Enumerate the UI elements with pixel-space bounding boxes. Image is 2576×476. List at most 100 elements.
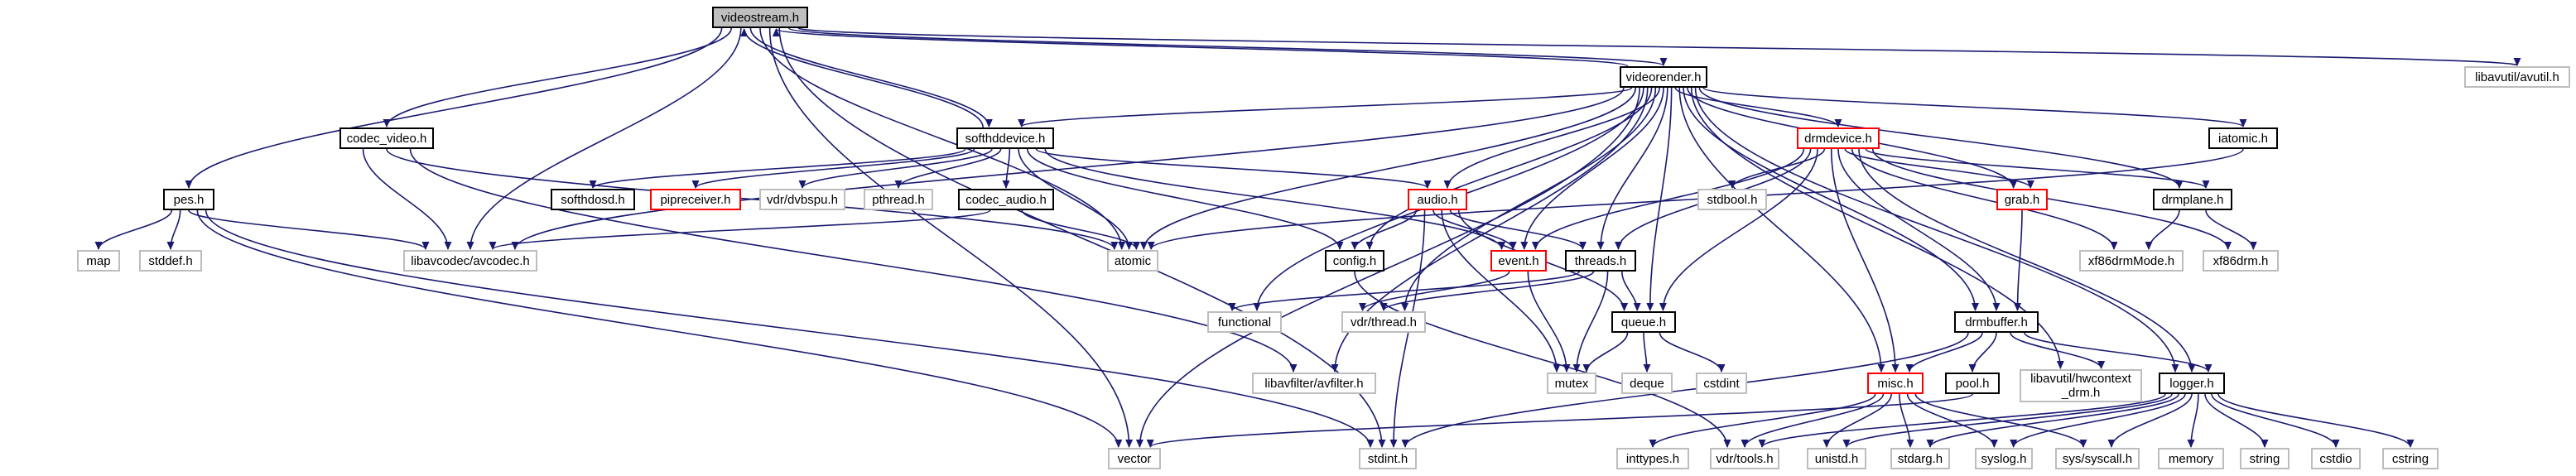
edge-drmdevice-to-drmplane — [1865, 148, 2210, 189]
graph-node-videorender[interactable]: videorender.h — [1620, 66, 1707, 88]
graph-node-queue[interactable]: queue.h — [1611, 311, 1676, 333]
graph-node-pes[interactable]: pes.h — [163, 189, 214, 210]
edge-logger-to-cstdio — [2211, 393, 2340, 448]
graph-node-xf86drmMode[interactable]: xf86drmMode.h — [2079, 250, 2184, 272]
graph-node-vdrthread[interactable]: vdr/thread.h — [1341, 311, 1426, 333]
edge-drmdevice-to-queue — [1659, 148, 1818, 311]
graph-node-stddef[interactable]: stddef.h — [139, 250, 202, 272]
graph-node-softhdosd[interactable]: softhdosd.h — [551, 189, 635, 210]
graph-node-iatomic[interactable]: iatomic.h — [2208, 127, 2278, 149]
edge-codec_audio-to-atomic — [1021, 209, 1140, 250]
graph-node-pool[interactable]: pool.h — [1945, 373, 2000, 394]
edge-videorender-to-drmplane — [1698, 87, 2184, 189]
graph-node-string[interactable]: string — [2240, 448, 2290, 469]
graph-node-drmplane[interactable]: drmplane.h — [2153, 189, 2232, 210]
edge-pes-to-vector — [196, 209, 1123, 448]
graph-node-deque[interactable]: deque — [1621, 373, 1673, 394]
graph-node-config[interactable]: config.h — [1325, 250, 1384, 272]
graph-node-cstdint[interactable]: cstdint — [1696, 373, 1747, 394]
graph-node-functional[interactable]: functional — [1207, 311, 1282, 333]
edge-softhddevice-to-dvbspu — [798, 148, 993, 189]
edge-videorender-to-audio — [1443, 87, 1660, 189]
edge-misc-to-unistd — [1822, 393, 1892, 448]
edge-codec_video-to-libavfilter — [409, 148, 1298, 373]
graph-node-atomic[interactable]: atomic — [1107, 250, 1158, 272]
edge-softhddevice-to-softhdosd — [589, 148, 966, 189]
edge-audio-to-mutex — [1441, 209, 1561, 373]
graph-node-vdrtools[interactable]: vdr/tools.h — [1710, 448, 1779, 469]
edge-softhddevice-to-pthread — [894, 148, 1002, 189]
graph-node-syslog[interactable]: syslog.h — [1975, 448, 2033, 469]
edge-videorender-to-videostream — [773, 28, 1629, 67]
graph-node-softhddevice[interactable]: softhddevice.h — [956, 127, 1054, 149]
graph-node-libavcodec[interactable]: libavcodec/avcodec.h — [403, 250, 537, 272]
graph-node-misc[interactable]: misc.h — [1867, 373, 1924, 394]
graph-node-pipreceiver[interactable]: pipreceiver.h — [650, 189, 741, 210]
edge-drmbuffer-to-stdint — [1401, 332, 1969, 448]
graph-node-threads[interactable]: threads.h — [1565, 250, 1636, 272]
edge-codec_video-to-atomic — [386, 148, 1119, 250]
edge-videorender-to-misc — [1678, 87, 1885, 373]
graph-node-inttypes[interactable]: inttypes.h — [1616, 448, 1689, 469]
graph-node-grab[interactable]: grab.h — [1996, 189, 2048, 210]
graph-node-stdarg[interactable]: stdarg.h — [1890, 448, 1950, 469]
edge-videostream-to-libavcodec — [466, 27, 742, 250]
graph-node-drmdevice[interactable]: drmdevice.h — [1797, 127, 1880, 149]
edge-softhddevice-to-config — [1027, 148, 1344, 250]
edge-drmdevice-to-grab — [1844, 148, 2034, 189]
edge-misc-to-stdarg — [1899, 393, 1914, 448]
graph-node-cstdio[interactable]: cstdio — [2311, 448, 2361, 469]
graph-node-syscall[interactable]: sys/syscall.h — [2055, 448, 2140, 469]
edge-pes-to-map — [94, 209, 173, 250]
graph-node-pthread[interactable]: pthread.h — [864, 189, 933, 210]
graph-node-vector[interactable]: vector — [1108, 448, 1161, 469]
graph-node-stdbool[interactable]: stdbool.h — [1697, 189, 1767, 210]
edge-logger-to-cstring — [2217, 393, 2415, 448]
edge-softhddevice-to-audio — [1035, 148, 1432, 189]
edge-drmdevice-to-drmbuffer — [1837, 148, 2001, 311]
edge-logger-to-vdrtools — [1758, 393, 2166, 448]
graph-node-unistd[interactable]: unistd.h — [1807, 448, 1866, 469]
edge-videorender-to-vector — [1135, 87, 1640, 448]
graph-node-mutex[interactable]: mutex — [1547, 373, 1596, 394]
edge-videostream-to-videorender — [788, 27, 1667, 66]
edge-drmplane-to-xf86drmMode — [2145, 209, 2180, 250]
edge-codec_video-to-libavcodec — [362, 148, 452, 250]
edge-threads-to-mutex — [1572, 271, 1609, 373]
graph-node-map[interactable]: map — [77, 250, 120, 272]
edge-event-to-mutex — [1527, 271, 1571, 373]
edge-misc-to-inttypes — [1649, 393, 1876, 448]
graph-node-audio[interactable]: audio.h — [1408, 189, 1467, 210]
edge-videostream-to-codec_video — [383, 27, 732, 127]
edge-drmbuffer-to-misc — [1905, 332, 1983, 373]
edge-threads-to-vdrthread — [1379, 271, 1595, 311]
edge-drmdevice-to-xf86drm — [1871, 148, 2232, 250]
graph-node-drmbuffer[interactable]: drmbuffer.h — [1954, 311, 2039, 333]
graph-node-codec_video[interactable]: codec_video.h — [339, 127, 434, 149]
graph-node-stdint[interactable]: stdint.h — [1359, 448, 1417, 469]
graph-node-cstring[interactable]: cstring — [2382, 448, 2439, 469]
edge-drmbuffer-to-hwcontext — [2010, 332, 2106, 369]
graph-node-codec_audio[interactable]: codec_audio.h — [958, 189, 1054, 210]
graph-node-xf86drm[interactable]: xf86drm.h — [2203, 250, 2279, 272]
graph-node-event[interactable]: event.h — [1490, 250, 1547, 272]
graph-node-memory[interactable]: memory — [2158, 448, 2224, 469]
graph-node-avutil[interactable]: libavutil/avutil.h — [2464, 66, 2570, 88]
graph-node-dvbspu[interactable]: vdr/dvbspu.h — [759, 189, 845, 210]
edge-queue-to-deque — [1643, 332, 1651, 373]
edge-threads-to-queue — [1621, 271, 1641, 311]
edge-videorender-to-iatomic — [1702, 87, 2247, 127]
edge-softhddevice-to-pipreceiver — [691, 148, 975, 189]
edge-config-to-vdrtools — [1354, 271, 1731, 448]
edge-softhddevice-to-codec_audio — [1002, 148, 1011, 189]
graph-node-logger[interactable]: logger.h — [2159, 373, 2225, 394]
edge-logger-to-memory — [2187, 393, 2199, 448]
graph-node-libavfilter[interactable]: libavfilter/avfilter.h — [1252, 373, 1376, 394]
edge-iatomic-to-atomic — [1147, 148, 2244, 250]
graph-node-videostream[interactable]: videostream.h — [712, 7, 808, 28]
edge-drmbuffer-to-logger — [2024, 332, 2212, 373]
edge-pes-to-stddef — [166, 209, 181, 250]
edge-videorender-to-vdrthread — [1401, 87, 1657, 311]
edge-audio-to-threads — [1449, 209, 1587, 250]
graph-node-hwcontext[interactable]: libavutil/hwcontext _drm.h — [2020, 369, 2142, 402]
